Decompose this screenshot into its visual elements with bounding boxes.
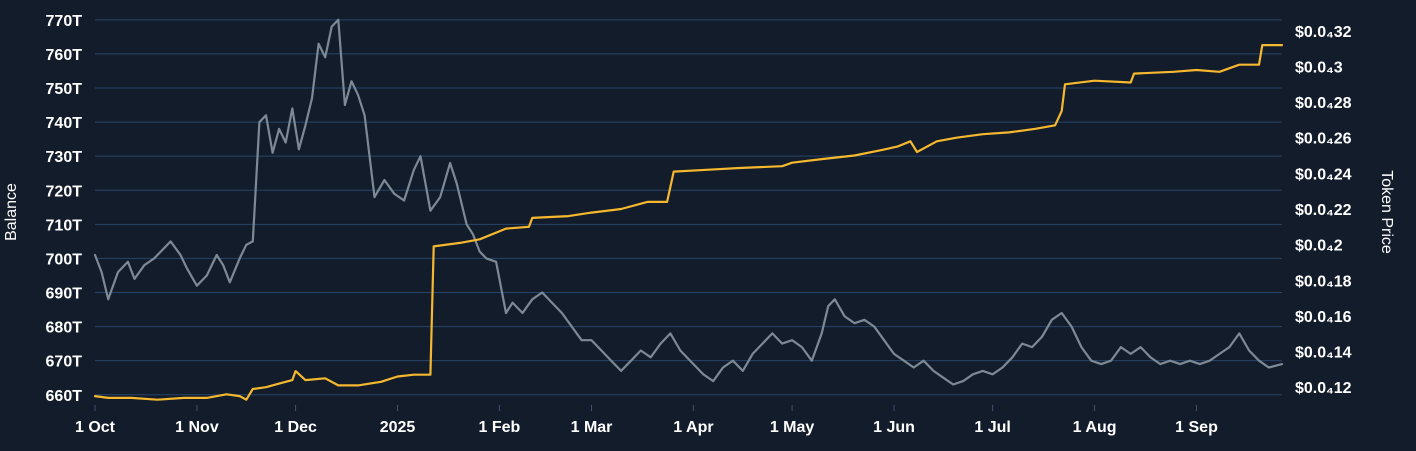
grid-lines bbox=[95, 19, 1282, 396]
right-axis-ticks: $0.0₄12 $0.0₄14 $0.0₄16 $0.0₄18 $0.0₄2 $0.0₄2… bbox=[1295, 24, 1352, 397]
x-tick-label: 1 Sep bbox=[1175, 419, 1218, 436]
x-tick-label: 1 Nov bbox=[175, 419, 219, 436]
x-tick-label: 1 Oct bbox=[75, 419, 116, 436]
left-tick-label: 750T bbox=[46, 81, 83, 98]
right-tick-label: $0.0₄22 bbox=[1295, 202, 1352, 219]
right-tick-label: $0.0₄12 bbox=[1295, 380, 1352, 397]
right-tick-label: $0.0₄3 bbox=[1295, 59, 1343, 76]
left-tick-label: 680T bbox=[46, 320, 83, 337]
left-tick-label: 660T bbox=[46, 388, 83, 405]
left-tick-label: 670T bbox=[46, 354, 83, 371]
right-tick-label: $0.0₄18 bbox=[1295, 273, 1352, 290]
x-tick-label: 1 Aug bbox=[1073, 419, 1117, 436]
x-tick-label: 1 May bbox=[770, 419, 815, 436]
balance-series-line bbox=[93, 18, 1284, 386]
right-axis-title: Token Price bbox=[1378, 170, 1395, 254]
left-tick-label: 690T bbox=[46, 286, 83, 303]
token-price-series-line bbox=[93, 44, 1284, 401]
right-tick-label: $0.0₄32 bbox=[1295, 24, 1352, 41]
x-tick-label: 1 Jun bbox=[873, 419, 915, 436]
x-tick-label: 1 Jul bbox=[974, 419, 1010, 436]
left-axis-title: Balance bbox=[3, 183, 20, 241]
right-tick-label: $0.0₄14 bbox=[1295, 345, 1352, 362]
right-tick-label: $0.0₄24 bbox=[1295, 166, 1352, 183]
x-tick-label: 1 Apr bbox=[673, 419, 713, 436]
x-tick-label: 1 Dec bbox=[274, 419, 317, 436]
x-axis-ticks: 1 Oct 1 Nov 1 Dec 2025 1 Feb 1 Mar 1 Apr 1 May 1… bbox=[75, 405, 1218, 436]
left-tick-label: 710T bbox=[46, 217, 83, 234]
left-tick-label: 760T bbox=[46, 47, 83, 64]
right-tick-label: $0.0₄26 bbox=[1295, 131, 1352, 148]
right-tick-label: $0.0₄28 bbox=[1295, 95, 1352, 112]
left-axis-ticks: 660T 670T 680T 690T 700T 710T 720T 730T 740T 750T… bbox=[46, 13, 83, 405]
series-lines bbox=[93, 18, 1284, 401]
right-tick-label: $0.0₄2 bbox=[1295, 238, 1343, 255]
x-tick-label: 1 Mar bbox=[571, 419, 613, 436]
left-tick-label: 770T bbox=[46, 13, 83, 30]
x-tick-label: 2025 bbox=[380, 419, 416, 436]
left-tick-label: 730T bbox=[46, 149, 83, 166]
left-tick-label: 720T bbox=[46, 183, 83, 200]
left-tick-label: 740T bbox=[46, 115, 83, 132]
x-tick-label: 1 Feb bbox=[479, 419, 521, 436]
left-tick-label: 700T bbox=[46, 251, 83, 268]
right-tick-label: $0.0₄16 bbox=[1295, 309, 1352, 326]
